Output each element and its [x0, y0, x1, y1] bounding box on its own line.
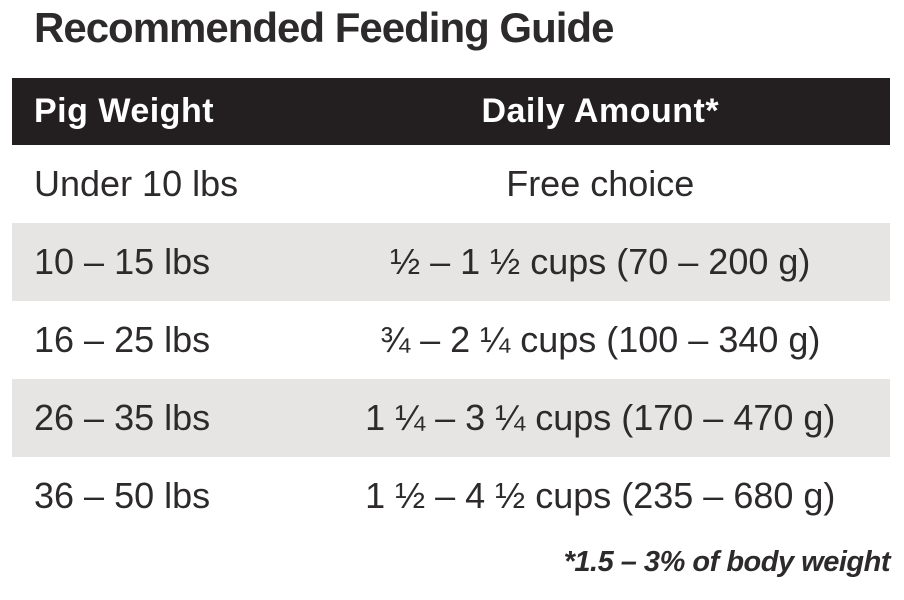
daily-amount-cell: 1 ¼ – 3 ¼ cups (170 – 470 g) [365, 397, 836, 438]
daily-amount-cell: ½ – 1 ½ cups (70 – 200 g) [390, 241, 811, 282]
pig-weight-cell: Under 10 lbs [34, 163, 239, 204]
table-row: Under 10 lbs Free choice [12, 145, 890, 223]
pig-weight-cell: 36 – 50 lbs [34, 475, 211, 516]
column-header-daily-amount: Daily Amount* [481, 92, 720, 130]
feeding-guide-table: Pig Weight Daily Amount* Under 10 lbs Fr… [12, 78, 890, 535]
footnote: *1.5 – 3% of body weight [563, 546, 891, 578]
table-row: 10 – 15 lbs ½ – 1 ½ cups (70 – 200 g) [12, 223, 890, 301]
daily-amount-cell: 1 ½ – 4 ½ cups (235 – 680 g) [365, 475, 836, 516]
column-header-pig-weight: Pig Weight [34, 92, 215, 130]
pig-weight-cell: 26 – 35 lbs [34, 397, 211, 438]
pig-weight-cell: 16 – 25 lbs [34, 319, 211, 360]
daily-amount-cell: Free choice [506, 163, 695, 204]
daily-amount-cell: ¾ – 2 ¼ cups (100 – 340 g) [380, 319, 821, 360]
table-row: 16 – 25 lbs ¾ – 2 ¼ cups (100 – 340 g) [12, 301, 890, 379]
pig-weight-cell: 10 – 15 lbs [34, 241, 211, 282]
table-row: 36 – 50 lbs 1 ½ – 4 ½ cups (235 – 680 g) [12, 457, 890, 535]
page-title: Recommended Feeding Guide [34, 4, 614, 51]
table-row: 26 – 35 lbs 1 ¼ – 3 ¼ cups (170 – 470 g) [12, 379, 890, 457]
table-header-row: Pig Weight Daily Amount* [12, 78, 890, 145]
